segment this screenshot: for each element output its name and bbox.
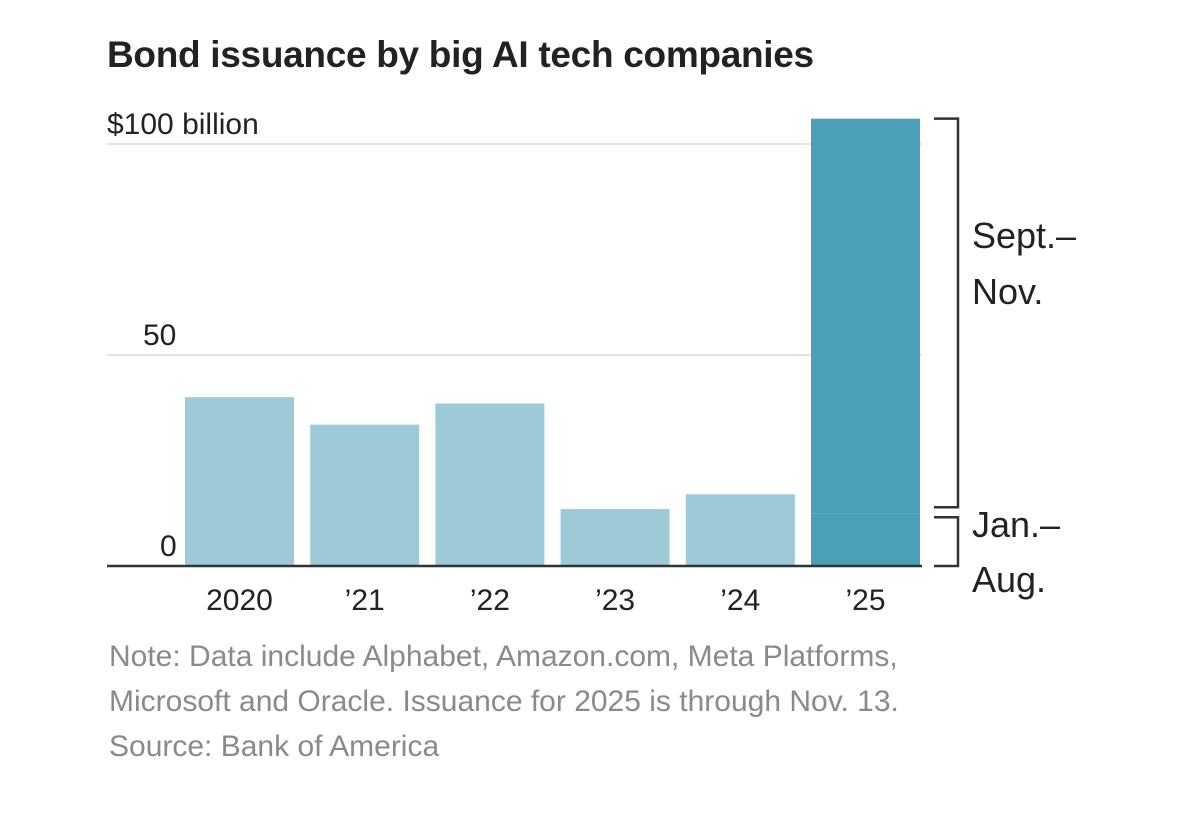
bracket-label: Jan.– xyxy=(972,504,1060,545)
y-tick-label: $100 billion xyxy=(107,108,259,141)
bracket-label: Sept.– xyxy=(972,215,1076,256)
bar xyxy=(185,397,294,566)
bracket-label: Nov. xyxy=(972,271,1043,312)
x-tick-label: ’25 xyxy=(845,584,885,617)
source-line: Source: Bank of America xyxy=(109,730,440,763)
bar-segment-sept-nov xyxy=(811,118,920,514)
chart-title: Bond issuance by big AI tech companies xyxy=(107,34,814,75)
bracket-sept-nov xyxy=(934,117,960,509)
bracket-label: Aug. xyxy=(972,559,1046,600)
x-tick-label: ’21 xyxy=(345,584,385,617)
y-tick-label: 0 xyxy=(160,530,177,563)
note-line-1: Note: Data include Alphabet, Amazon.com,… xyxy=(109,640,898,673)
x-tick-label: ’22 xyxy=(470,584,510,617)
bar-chart: 0 50 $100 billion 2020 ’21 ’22 ’23 ’24 ’25 Sept.–… xyxy=(107,108,1076,617)
x-tick-label: 2020 xyxy=(206,584,273,617)
bar xyxy=(811,513,920,566)
bar xyxy=(310,424,420,566)
x-tick-label: ’23 xyxy=(595,584,635,617)
bracket-jan-aug xyxy=(934,516,960,568)
bar xyxy=(685,494,795,566)
chart-note: Note: Data include Alphabet, Amazon.com,… xyxy=(109,634,899,769)
bar xyxy=(435,403,545,566)
note-line-2: Microsoft and Oracle. Issuance for 2025 … xyxy=(109,685,899,718)
y-tick-label: 50 xyxy=(143,319,176,352)
bar xyxy=(560,509,670,566)
x-tick-label: ’24 xyxy=(720,584,760,617)
